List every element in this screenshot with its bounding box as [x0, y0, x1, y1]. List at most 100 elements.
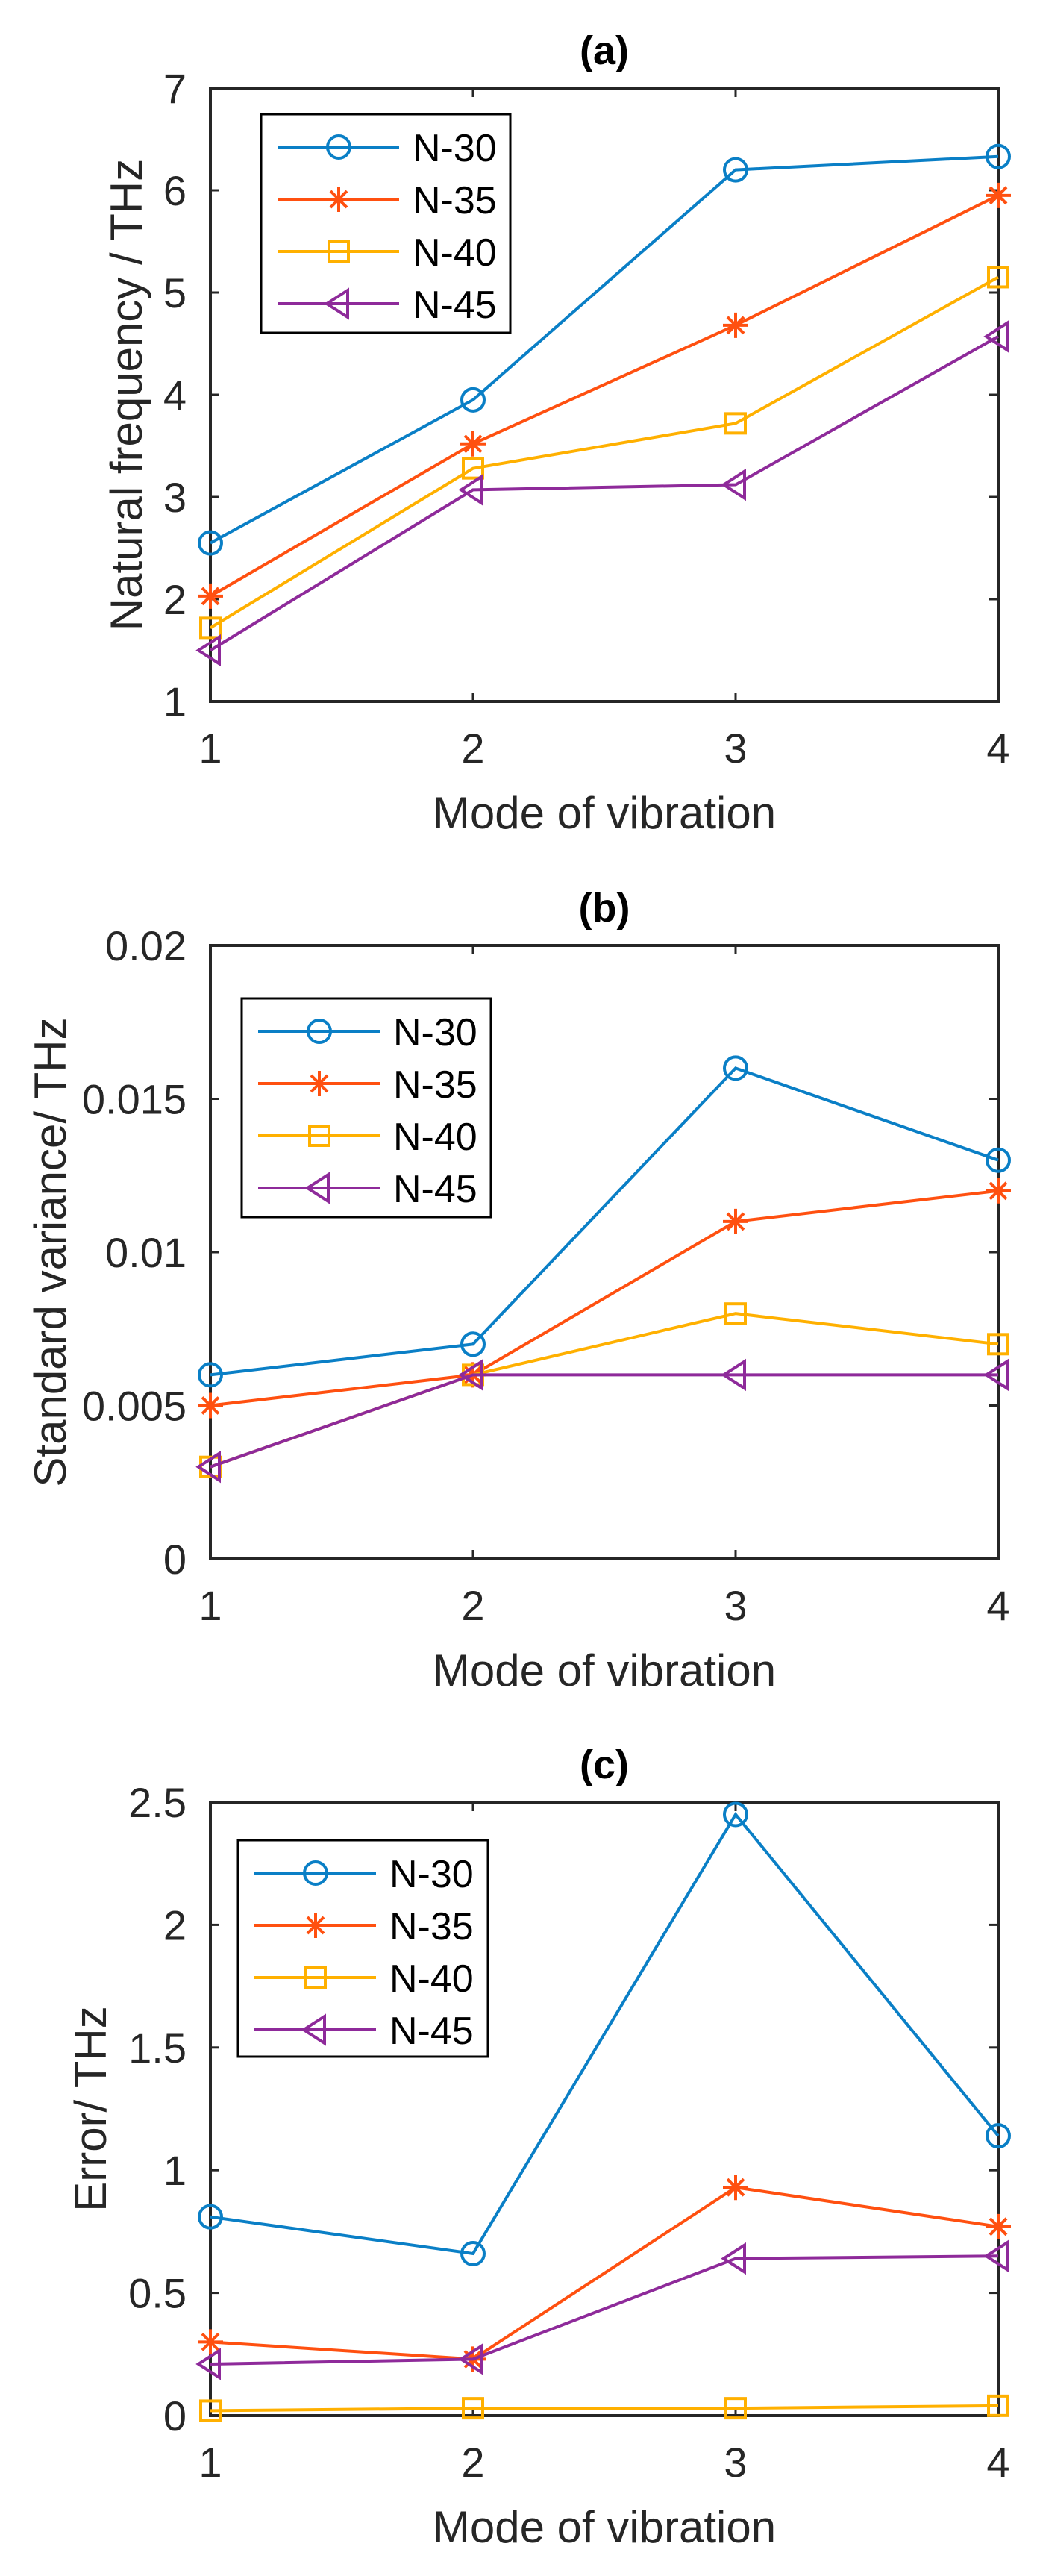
data-point-marker [723, 312, 748, 338]
x-tick-label: 3 [724, 725, 747, 772]
data-point-marker [987, 2394, 1009, 2417]
legend-marker [301, 2013, 326, 2046]
y-tick-label: 0.015 [82, 1076, 187, 1123]
legend: N-30 N-35 N-40 N-45 [236, 1839, 489, 2058]
series-line [210, 1312, 999, 1469]
series-n-30 [198, 143, 1011, 556]
data-point-marker [723, 157, 748, 183]
x-axis-label: Mode of vibration [433, 788, 776, 838]
chart-panel-c: (c) 1 2 3 4 0 0.5 1 1.5 2 2.5 Mode of vibration Erro… [66, 1742, 1011, 2552]
data-point-marker [195, 1451, 221, 1484]
legend-marker [303, 1913, 328, 1938]
series-n-30 [198, 1801, 1011, 2266]
legend-label: N-40 [389, 1957, 474, 2001]
legend-label: N-35 [389, 1905, 474, 1948]
series-line [210, 1189, 999, 1407]
series-n-40 [199, 266, 1009, 640]
x-tick-label: 3 [724, 2439, 747, 2486]
y-tick-label: 1 [163, 2147, 187, 2194]
data-point-marker [724, 2397, 747, 2420]
chart-title: (a) [580, 28, 629, 73]
legend-marker [326, 187, 351, 212]
legend-item: N-45 [258, 1168, 477, 1211]
y-tick-label: 0 [163, 1536, 187, 1583]
legend-marker [307, 1071, 332, 1096]
legend-label: N-30 [393, 1011, 477, 1054]
series-n-35 [198, 2175, 1011, 2372]
series-n-30 [198, 1055, 1011, 1388]
x-tick-label: 3 [724, 1582, 747, 1629]
x-tick-label: 1 [198, 725, 222, 772]
x-tick-label: 4 [986, 2439, 1009, 2486]
legend-label: N-30 [389, 1853, 474, 1896]
y-tick-label: 0.01 [105, 1229, 187, 1276]
series-line [209, 335, 999, 652]
y-tick-label: 7 [163, 65, 187, 112]
y-tick-label: 0.02 [105, 922, 187, 969]
legend-marker [304, 1966, 327, 1989]
data-point-marker [198, 1362, 223, 1388]
chart-title: (c) [580, 1742, 629, 1787]
legend-item: N-35 [254, 1905, 474, 1948]
data-point-marker [198, 530, 223, 556]
legend-item: N-40 [258, 1116, 477, 1159]
y-tick-label: 3 [163, 474, 187, 521]
data-point-marker [462, 457, 484, 480]
x-tick-label: 2 [461, 2439, 484, 2486]
x-tick-label: 2 [461, 1582, 484, 1629]
data-point-marker [195, 634, 221, 667]
legend-item: N-30 [278, 127, 497, 170]
data-point-marker [198, 1392, 223, 1419]
data-point-marker [986, 143, 1011, 169]
data-point-marker [462, 2397, 484, 2420]
data-point-marker [987, 266, 1009, 289]
x-tick-label: 2 [461, 725, 484, 772]
legend-label: N-35 [413, 179, 497, 222]
legend-marker [328, 240, 350, 263]
legend-box [260, 113, 512, 334]
data-point-marker [721, 1358, 746, 1392]
data-point-marker [986, 1147, 1011, 1173]
legend-item: N-35 [258, 1063, 477, 1107]
data-point-marker [198, 583, 223, 609]
data-point-marker [460, 387, 486, 413]
legend-item: N-45 [254, 2010, 474, 2053]
data-point-marker [198, 2329, 223, 2355]
y-tick-label: 5 [163, 269, 187, 316]
data-point-marker [195, 2348, 221, 2380]
legend-marker [308, 1125, 330, 1147]
legend-label: N-45 [393, 1168, 477, 1211]
data-point-marker [460, 431, 486, 457]
legend-label: N-35 [393, 1063, 477, 1107]
x-axis-label: Mode of vibration [433, 2502, 776, 2552]
data-point-marker [986, 182, 1011, 208]
data-point-marker [458, 473, 483, 507]
data-point-marker [458, 2342, 483, 2376]
x-tick-label: 1 [198, 1582, 222, 1629]
series-line [210, 1811, 1000, 2256]
data-point-marker [983, 2239, 1009, 2272]
legend-marker [324, 287, 349, 320]
series-line [210, 1373, 998, 1469]
legend-item: N-30 [258, 1011, 477, 1054]
y-tick-label: 2 [163, 576, 187, 623]
series-n-40 [199, 2394, 1009, 2422]
data-point-marker [986, 1178, 1011, 1204]
legend-item: N-30 [254, 1853, 474, 1896]
series-n-35 [198, 1178, 1011, 1419]
y-tick-label: 1 [163, 678, 187, 725]
data-point-marker [198, 2204, 223, 2230]
x-tick-label: 4 [986, 1582, 1009, 1629]
legend-item: N-45 [278, 284, 497, 327]
x-tick-label: 4 [986, 725, 1009, 772]
x-axis-label: Mode of vibration [433, 1645, 776, 1695]
series-line [209, 275, 999, 630]
data-point-marker [983, 1358, 1009, 1392]
legend-item: N-40 [254, 1957, 474, 2001]
data-point-marker [460, 1331, 486, 1357]
chart-panel-a: (a) 1 2 3 4 1 2 3 4 5 6 7 Mode of vibration Natural f… [101, 28, 1011, 838]
y-tick-label: 4 [163, 372, 187, 419]
series-n-45 [195, 320, 1009, 667]
series-line [210, 2254, 999, 2366]
legend-label: N-40 [393, 1116, 477, 1159]
